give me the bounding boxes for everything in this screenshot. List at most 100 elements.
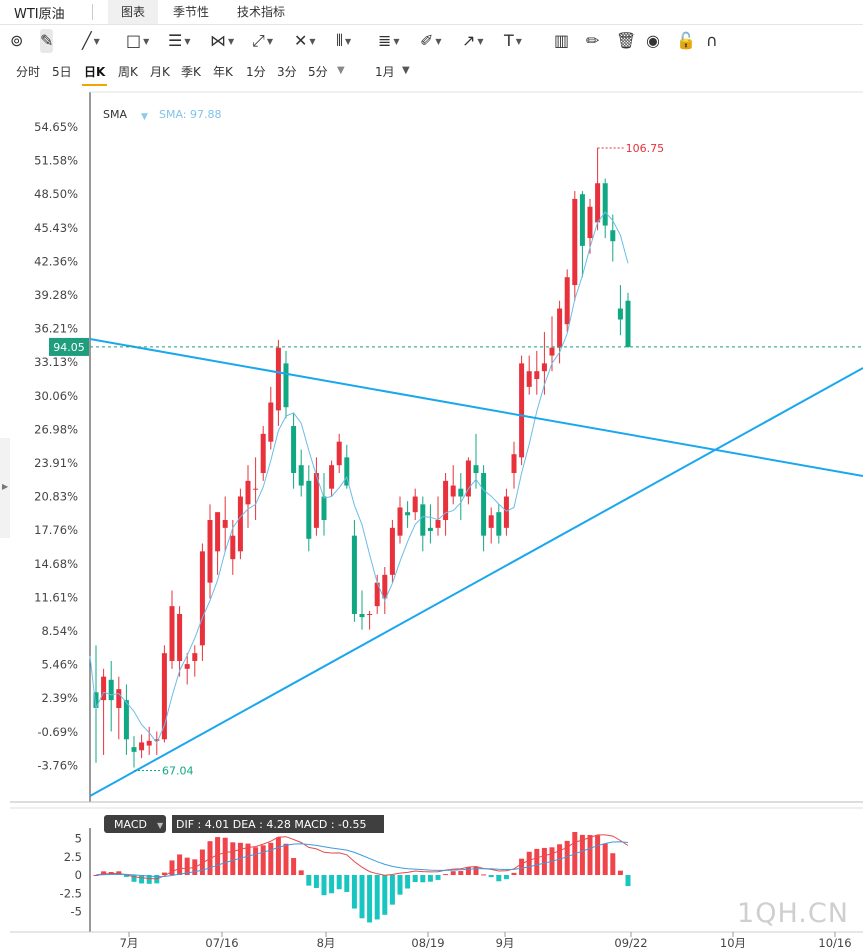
period-2[interactable]: 日K bbox=[81, 65, 108, 86]
candle-body bbox=[253, 488, 259, 490]
candle-body bbox=[313, 473, 319, 528]
candle-body bbox=[260, 433, 266, 474]
candle-body bbox=[526, 371, 532, 387]
macd-histogram-bar bbox=[260, 845, 266, 875]
sma-line bbox=[89, 211, 629, 744]
tab-seasonality[interactable]: 季节性 bbox=[172, 5, 209, 19]
macd-tick-label: 2.5 bbox=[64, 850, 82, 864]
price-tick-label: 30.06% bbox=[34, 389, 78, 403]
text-tool-tool[interactable]: T ▼ bbox=[504, 29, 522, 53]
lock-icon: 🔓 bbox=[676, 31, 696, 50]
macd-histogram-bar bbox=[435, 875, 441, 880]
pen-edit-icon: ✎ bbox=[40, 31, 54, 50]
chevron-down-icon[interactable]: ▼ bbox=[393, 36, 400, 46]
cross-lines-tool[interactable]: ✕ ▼ bbox=[294, 29, 316, 53]
magnet-snap-tool[interactable]: ∩ bbox=[706, 29, 718, 53]
lock-tool[interactable]: 🔓 bbox=[676, 29, 696, 53]
period-7[interactable]: 1分 bbox=[246, 65, 266, 79]
tab-technical-indicators[interactable]: 技术指标 bbox=[236, 5, 285, 19]
pattern-tool[interactable]: ⋈ ▼ bbox=[210, 29, 234, 53]
macd-histogram-bar bbox=[465, 867, 471, 875]
magnet-tool[interactable]: ⊚ bbox=[10, 29, 23, 53]
period-0[interactable]: 分时 bbox=[16, 65, 41, 79]
macd-histogram-bar bbox=[298, 870, 304, 875]
macd-histogram-bar bbox=[534, 848, 540, 875]
sma-legend-value: SMA: 97.88 bbox=[159, 108, 222, 121]
macd-histogram-bar bbox=[526, 851, 532, 875]
chevron-down-icon[interactable]: ▼ bbox=[143, 36, 150, 46]
ray-tool[interactable]: ⤢ ▼ bbox=[252, 29, 273, 53]
edit-tool[interactable]: ✏ bbox=[586, 29, 599, 53]
candle-body bbox=[549, 347, 555, 356]
trend-line-tool[interactable]: ╱ ▼ bbox=[82, 29, 100, 53]
chevron-down-icon[interactable]: ▼ bbox=[266, 36, 273, 46]
macd-histogram-bar bbox=[519, 858, 525, 875]
range-chevron-down-icon[interactable]: ▼ bbox=[402, 65, 410, 76]
chevron-down-icon[interactable]: ▼ bbox=[345, 36, 352, 46]
candles-tool[interactable]: ▥ bbox=[554, 29, 569, 53]
period-4[interactable]: 月K bbox=[150, 65, 170, 79]
candle-body bbox=[617, 308, 623, 320]
macd-tick-label: 5 bbox=[75, 832, 82, 846]
arrow-icon: ↗ bbox=[462, 31, 476, 50]
cross-lines-icon: ✕ bbox=[294, 31, 308, 50]
eye-tool[interactable]: ◉ bbox=[646, 29, 660, 53]
period-8[interactable]: 3分 bbox=[277, 65, 297, 79]
chevron-down-icon[interactable]: ▼ bbox=[309, 36, 316, 46]
period-5[interactable]: 季K bbox=[181, 65, 201, 79]
macd-histogram-bar bbox=[511, 872, 517, 875]
macd-selector-button[interactable] bbox=[104, 815, 166, 833]
trash-icon: 🗑 bbox=[616, 31, 637, 50]
pen-edit-tool[interactable]: ✎ bbox=[40, 29, 54, 53]
time-axis-label: 8月 bbox=[317, 936, 336, 948]
fib-icon: ≣ bbox=[378, 31, 392, 50]
macd-chevron-down-icon: ▼ bbox=[157, 821, 164, 830]
macd-histogram-bar bbox=[230, 842, 236, 875]
chevron-down-icon[interactable]: ▼ bbox=[228, 36, 235, 46]
trash-tool[interactable]: 🗑 bbox=[616, 29, 636, 53]
chevron-down-icon[interactable]: ▼ bbox=[93, 36, 100, 46]
macd-histogram-bar bbox=[139, 875, 145, 884]
macd-histogram-bar bbox=[443, 874, 449, 876]
period-3[interactable]: 周K bbox=[118, 65, 138, 79]
more-periods-chevron-icon[interactable]: ▼ bbox=[337, 65, 345, 76]
price-tick-label: 33.13% bbox=[34, 355, 78, 369]
time-axis-label: 08/19 bbox=[411, 936, 444, 948]
price-tick-label: 8.54% bbox=[41, 624, 78, 638]
candle-body bbox=[351, 535, 357, 614]
chevron-down-icon[interactable]: ▼ bbox=[477, 36, 484, 46]
chevron-down-icon[interactable]: ▼ bbox=[435, 36, 442, 46]
vertical-lines-tool[interactable]: ⦀ ▼ bbox=[336, 29, 351, 53]
arrow-tool[interactable]: ↗ ▼ bbox=[462, 29, 484, 53]
macd-tick-label: -5 bbox=[71, 905, 82, 919]
tab-chart[interactable]: 图表 bbox=[108, 0, 158, 24]
macd-histogram-bar bbox=[481, 874, 487, 876]
candle-body bbox=[602, 183, 608, 226]
fib-tool[interactable]: ≣ ▼ bbox=[378, 29, 400, 53]
chevron-down-icon[interactable]: ▼ bbox=[515, 36, 522, 46]
period-1[interactable]: 5日 bbox=[52, 65, 72, 79]
horizontal-lines-tool[interactable]: ☰ ▼ bbox=[168, 29, 191, 53]
chevron-down-icon[interactable]: ▼ bbox=[184, 36, 191, 46]
macd-histogram-bar bbox=[313, 875, 319, 888]
top-bar: WTI原油 图表 季节性 技术指标 bbox=[0, 0, 863, 25]
candle-body bbox=[215, 512, 221, 552]
candle-body bbox=[108, 679, 114, 701]
brush-tool[interactable]: ✐ ▼ bbox=[420, 29, 442, 53]
time-axis-label: 10月 bbox=[720, 936, 746, 948]
candle-body bbox=[344, 457, 350, 486]
candle-body bbox=[625, 300, 631, 347]
period-9[interactable]: 5分 bbox=[308, 65, 328, 79]
collapse-handle[interactable]: ▶ bbox=[0, 438, 10, 538]
candle-body bbox=[367, 613, 373, 615]
range-selector[interactable]: 1月 bbox=[375, 65, 395, 79]
period-6[interactable]: 年K bbox=[213, 65, 233, 79]
macd-histogram-bar bbox=[595, 835, 601, 875]
current-price-label: 94.05 bbox=[53, 341, 85, 354]
rectangle-tool[interactable]: □ ▼ bbox=[126, 29, 149, 53]
trend-line-icon: ╱ bbox=[82, 31, 92, 50]
current-price-badge bbox=[49, 337, 89, 356]
macd-dea-line bbox=[95, 841, 629, 878]
macd-selector-label: MACD bbox=[114, 818, 147, 831]
